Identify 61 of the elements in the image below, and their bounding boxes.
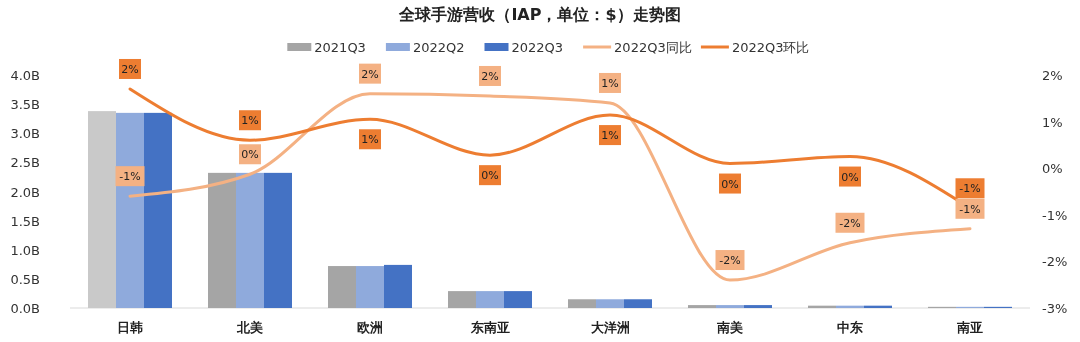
data-label: 0%: [241, 148, 259, 162]
bar: [596, 299, 624, 308]
y-tick-label: 0.5B: [10, 271, 40, 287]
bar: [624, 299, 652, 308]
y2-tick-label: 1%: [1042, 114, 1063, 130]
bar: [88, 111, 116, 308]
legend-label: 2022Q3同比: [614, 39, 692, 55]
bar: [264, 172, 292, 308]
data-label: -1%: [959, 182, 981, 196]
bar: [448, 291, 476, 308]
x-tick-label: 日韩: [117, 320, 143, 335]
y-tick-label: 0.0B: [10, 301, 40, 316]
bar: [688, 305, 716, 308]
y-tick-label: 1.0B: [10, 242, 40, 258]
y-tick-label: 3.5B: [10, 97, 40, 113]
bar: [384, 264, 412, 308]
y2-tick-label: -2%: [1042, 254, 1068, 270]
legend-label: 2021Q3: [314, 39, 366, 55]
legend-label: 2022Q3环比: [731, 39, 810, 55]
data-label: 1%: [601, 76, 619, 90]
bar: [356, 266, 384, 308]
y-tick-label: 1.5B: [10, 213, 40, 229]
data-label: 1%: [241, 114, 259, 128]
y-tick-label: 2.5B: [10, 155, 40, 171]
y2-tick-label: -1%: [1042, 207, 1068, 223]
x-tick-label: 南亚: [956, 320, 983, 335]
bar: [144, 112, 172, 308]
data-label: 0%: [481, 169, 499, 183]
bar: [716, 305, 744, 308]
x-tick-label: 欧洲: [357, 320, 383, 335]
x-tick-label: 大洋洲: [590, 320, 630, 335]
data-label: 0%: [841, 170, 859, 184]
data-label: 0%: [721, 177, 739, 191]
bar: [476, 291, 504, 308]
bar: [504, 291, 532, 308]
data-label: -2%: [719, 254, 741, 268]
x-tick-label: 东南亚: [469, 320, 510, 335]
bar: [568, 299, 596, 308]
y-tick-label: 3.0B: [10, 126, 40, 142]
bar: [328, 266, 356, 308]
x-tick-label: 中东: [837, 320, 863, 335]
x-tick-label: 北美: [236, 320, 263, 335]
data-label: -1%: [119, 170, 141, 184]
bar: [744, 305, 772, 308]
x-tick-label: 南美: [716, 320, 743, 335]
chart-title: 全球手游营收（IAP，单位：$）走势图: [398, 5, 681, 24]
bar: [236, 172, 264, 308]
data-label: 1%: [601, 129, 619, 143]
y-tick-label: 2.0B: [10, 184, 40, 200]
y2-tick-label: -3%: [1042, 301, 1068, 316]
legend-label: 2022Q2: [412, 39, 465, 55]
y2-tick-label: 2%: [1042, 68, 1063, 83]
data-label: 2%: [481, 69, 499, 83]
bar: [208, 172, 236, 308]
data-label: -2%: [839, 216, 861, 230]
y2-tick-label: 0%: [1042, 161, 1063, 177]
y-tick-label: 4.0B: [10, 68, 40, 83]
data-label: 1%: [361, 133, 379, 147]
data-label: 2%: [121, 62, 139, 76]
legend-label: 2022Q3: [511, 39, 564, 55]
data-label: 2%: [361, 67, 379, 81]
